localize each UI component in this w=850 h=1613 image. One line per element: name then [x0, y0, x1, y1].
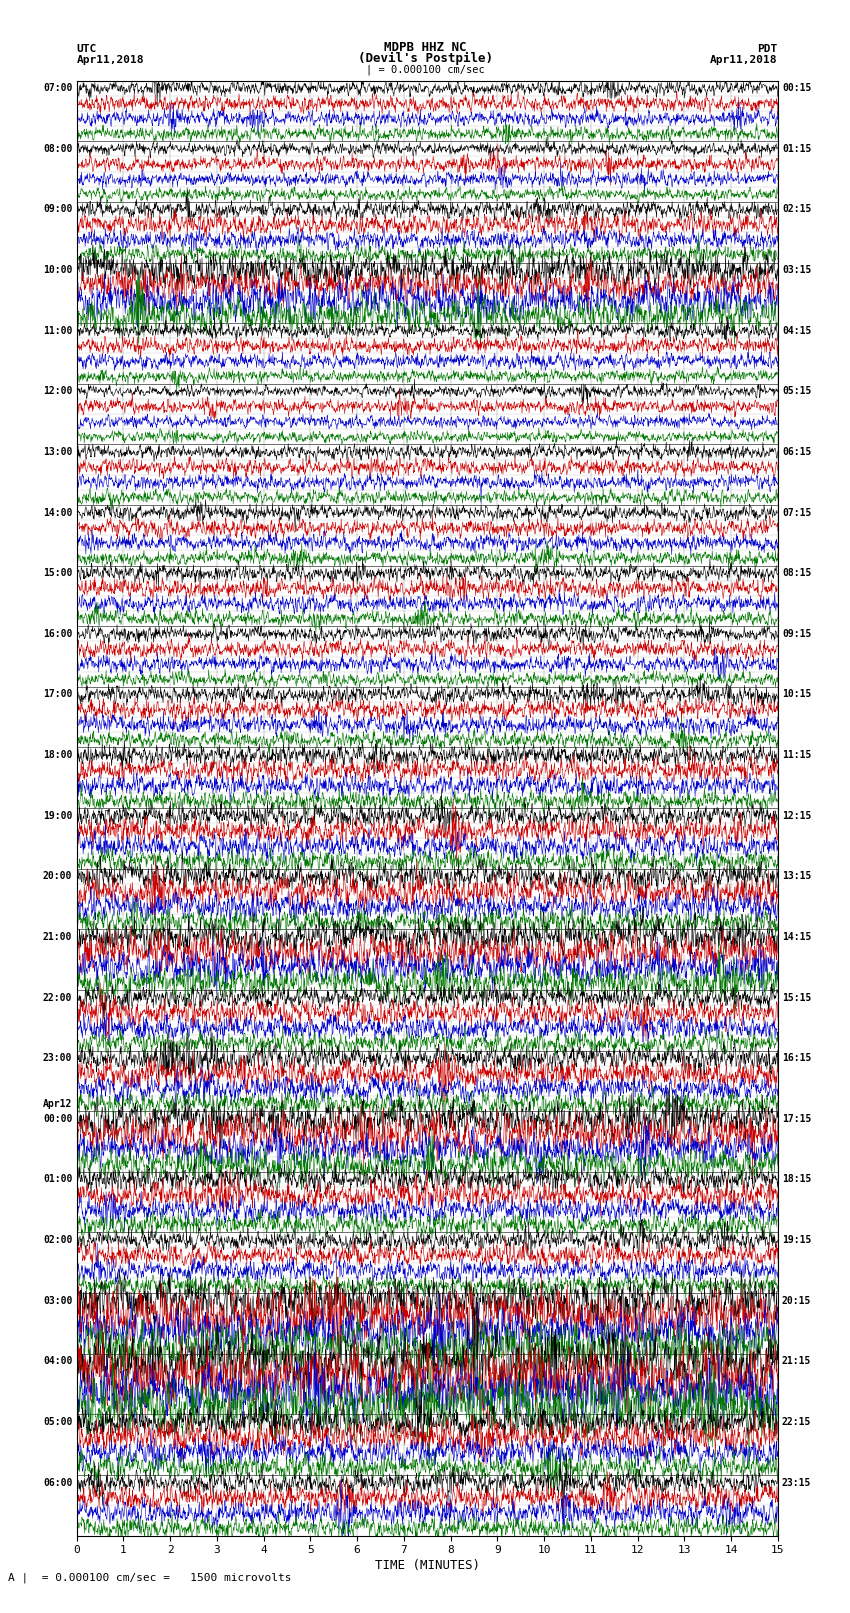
Text: 06:15: 06:15: [782, 447, 811, 456]
Text: 08:00: 08:00: [43, 144, 72, 153]
Text: 15:00: 15:00: [43, 568, 72, 577]
Text: Apr11,2018: Apr11,2018: [76, 55, 144, 65]
Text: MDPB HHZ NC: MDPB HHZ NC: [383, 40, 467, 53]
Text: 18:15: 18:15: [782, 1174, 811, 1184]
Text: 01:15: 01:15: [782, 144, 811, 153]
Text: 10:00: 10:00: [43, 265, 72, 276]
Text: 23:15: 23:15: [782, 1478, 811, 1487]
Text: 12:00: 12:00: [43, 387, 72, 397]
Text: 14:00: 14:00: [43, 508, 72, 518]
Text: 18:00: 18:00: [43, 750, 72, 760]
Text: 11:00: 11:00: [43, 326, 72, 336]
Text: 03:00: 03:00: [43, 1295, 72, 1305]
Text: 07:00: 07:00: [43, 84, 72, 94]
Text: 13:15: 13:15: [782, 871, 811, 881]
Text: 09:00: 09:00: [43, 205, 72, 215]
Text: 13:00: 13:00: [43, 447, 72, 456]
Text: 09:15: 09:15: [782, 629, 811, 639]
Text: 01:00: 01:00: [43, 1174, 72, 1184]
Text: 19:00: 19:00: [43, 811, 72, 821]
X-axis label: TIME (MINUTES): TIME (MINUTES): [375, 1560, 479, 1573]
Text: Apr12: Apr12: [43, 1098, 72, 1108]
Text: 15:15: 15:15: [782, 992, 811, 1003]
Text: 17:15: 17:15: [782, 1115, 811, 1124]
Text: 19:15: 19:15: [782, 1236, 811, 1245]
Text: 04:15: 04:15: [782, 326, 811, 336]
Text: (Devil's Postpile): (Devil's Postpile): [358, 52, 492, 65]
Text: UTC: UTC: [76, 44, 97, 53]
Text: 00:15: 00:15: [782, 84, 811, 94]
Text: 03:15: 03:15: [782, 265, 811, 276]
Text: 20:15: 20:15: [782, 1295, 811, 1305]
Text: 06:00: 06:00: [43, 1478, 72, 1487]
Text: 04:00: 04:00: [43, 1357, 72, 1366]
Text: PDT: PDT: [757, 44, 778, 53]
Text: 16:00: 16:00: [43, 629, 72, 639]
Text: Apr11,2018: Apr11,2018: [711, 55, 778, 65]
Text: 00:00: 00:00: [43, 1115, 72, 1124]
Text: 05:15: 05:15: [782, 387, 811, 397]
Text: | = 0.000100 cm/sec: | = 0.000100 cm/sec: [366, 65, 484, 76]
Text: 11:15: 11:15: [782, 750, 811, 760]
Text: 21:15: 21:15: [782, 1357, 811, 1366]
Text: 16:15: 16:15: [782, 1053, 811, 1063]
Text: 05:00: 05:00: [43, 1416, 72, 1428]
Text: 21:00: 21:00: [43, 932, 72, 942]
Text: 22:00: 22:00: [43, 992, 72, 1003]
Text: 02:15: 02:15: [782, 205, 811, 215]
Text: 14:15: 14:15: [782, 932, 811, 942]
Text: 22:15: 22:15: [782, 1416, 811, 1428]
Text: 20:00: 20:00: [43, 871, 72, 881]
Text: 12:15: 12:15: [782, 811, 811, 821]
Text: 07:15: 07:15: [782, 508, 811, 518]
Text: 23:00: 23:00: [43, 1053, 72, 1063]
Text: 08:15: 08:15: [782, 568, 811, 577]
Text: A |  = 0.000100 cm/sec =   1500 microvolts: A | = 0.000100 cm/sec = 1500 microvolts: [8, 1573, 292, 1582]
Text: 17:00: 17:00: [43, 689, 72, 700]
Text: 10:15: 10:15: [782, 689, 811, 700]
Text: 02:00: 02:00: [43, 1236, 72, 1245]
